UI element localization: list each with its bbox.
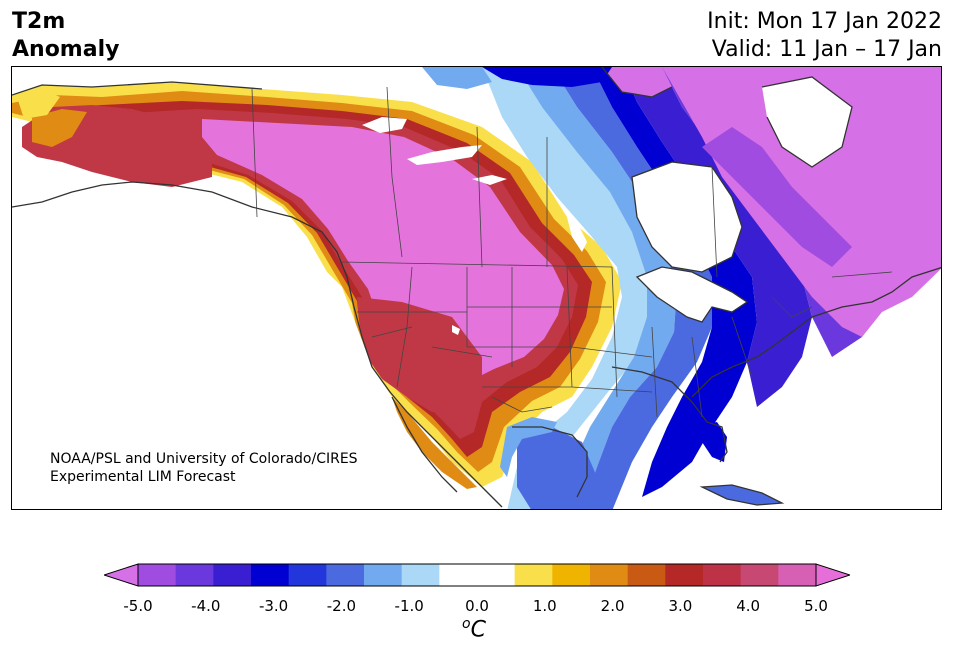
southwest-red xyxy=(357,297,482,412)
lake-winnipeg xyxy=(567,217,587,252)
arctic-light-blue xyxy=(422,67,492,89)
colorbar-tick-label: 2.0 xyxy=(600,597,625,615)
colorbar-cells xyxy=(138,564,817,586)
hudson-bay-water xyxy=(632,162,742,272)
lake-great-bear xyxy=(362,117,407,133)
political-borders xyxy=(251,86,893,418)
labrador-sea-water xyxy=(762,77,852,167)
colorbar-tick-label: 1.0 xyxy=(532,597,557,615)
coastlines xyxy=(12,67,941,508)
florida xyxy=(692,422,727,462)
colorbar-cell xyxy=(213,564,252,586)
colorbar-tick-label: 4.0 xyxy=(736,597,761,615)
colorbar-right-extension xyxy=(815,563,850,587)
colorbar-cell xyxy=(778,564,817,586)
colorbar-left-extension xyxy=(104,563,139,587)
colorbar-frame xyxy=(137,563,817,587)
gulf-light-blue xyxy=(500,417,557,477)
colorbar-cell xyxy=(251,564,290,586)
map-panel: NOAA/PSL and University of Colorado/CIRE… xyxy=(11,66,942,510)
colorbar-cell xyxy=(138,564,177,586)
colorbar-tick-label: -3.0 xyxy=(258,597,289,615)
atlantic-water xyxy=(693,308,941,509)
init-date: Init: Mon 17 Jan 2022 xyxy=(707,9,942,34)
map-title-right: Init: Mon 17 Jan 2022 Valid: 11 Jan – 17… xyxy=(707,8,942,64)
colorbar-cell xyxy=(514,564,553,586)
gulf-blue xyxy=(517,427,597,509)
cold-deep-blue xyxy=(592,67,757,497)
alaska-orange xyxy=(32,109,87,147)
colorbar-tick-label: 5.0 xyxy=(804,597,828,615)
colorbar-cell xyxy=(477,564,516,586)
units-celsius: C xyxy=(470,617,486,643)
colorbar-tick-label: -4.0 xyxy=(191,597,221,615)
colorbar-tick-label: 0.0 xyxy=(465,597,489,615)
anomaly-map xyxy=(12,67,941,509)
credit-line-2: Experimental LIM Forecast xyxy=(50,469,236,485)
colorbar-cell xyxy=(401,564,440,586)
pacific-water xyxy=(12,177,492,509)
colorbar-tick-label: -2.0 xyxy=(326,597,357,615)
colorbar-cell xyxy=(439,564,478,586)
colorbar-cell xyxy=(288,564,327,586)
colorbar-tick-label: -1.0 xyxy=(394,597,424,615)
units-label: oC xyxy=(462,616,486,642)
colorbar-cell xyxy=(364,564,403,586)
arctic-blue xyxy=(482,67,612,87)
colorbar-cell xyxy=(665,564,704,586)
colorbar-cell xyxy=(627,564,666,586)
credit-text: NOAA/PSL and University of Colorado/CIRE… xyxy=(50,450,358,486)
colorbar-tick-label: 3.0 xyxy=(668,597,693,615)
warm-anomaly-magenta xyxy=(202,119,564,382)
variable-title: T2m xyxy=(12,9,66,34)
units-degree: o xyxy=(462,616,471,632)
east-canada-purple xyxy=(702,127,852,267)
anomaly-title: Anomaly xyxy=(12,37,120,62)
baja-orange xyxy=(392,397,477,489)
colorbar-cell xyxy=(326,564,365,586)
colorbar-cell xyxy=(175,564,214,586)
colorbar xyxy=(104,563,850,587)
cold-light-blue xyxy=(482,67,652,509)
colorbar-cell xyxy=(740,564,779,586)
lake-salt xyxy=(452,325,460,335)
lake-great-slave xyxy=(407,145,482,165)
colorbar-cell xyxy=(552,564,591,586)
credit-line-1: NOAA/PSL and University of Colorado/CIRE… xyxy=(50,451,358,467)
colorbar-tick-label: -5.0 xyxy=(123,597,153,615)
greenland-magenta xyxy=(602,67,672,97)
cuba xyxy=(702,485,782,505)
valid-range: Valid: 11 Jan – 17 Jan xyxy=(711,37,942,62)
colorbar-cell xyxy=(703,564,742,586)
map-title-left: T2m Anomaly xyxy=(12,8,119,64)
lake-athabasca xyxy=(472,175,507,185)
colorbar-cell xyxy=(590,564,629,586)
alaska-yellow xyxy=(17,89,60,119)
cold-violet xyxy=(622,67,812,407)
cold-mid-blue xyxy=(517,67,677,509)
